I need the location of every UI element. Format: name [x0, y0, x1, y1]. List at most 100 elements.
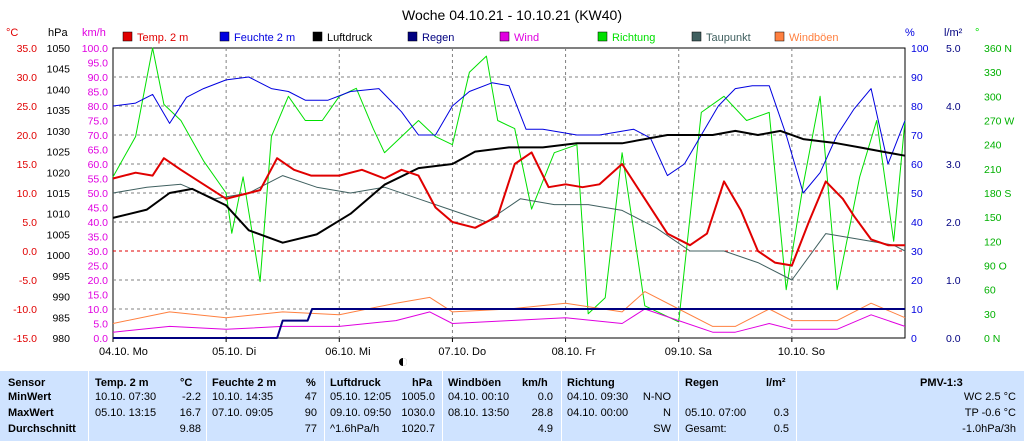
rain-tick-label: 4.0 — [946, 101, 961, 113]
series-line-windb-en — [112, 291, 906, 327]
hpa-tick-label: 1010 — [47, 209, 71, 221]
stats-header-press: Luftdruck — [330, 377, 381, 389]
kmh-tick-label: 35.0 — [88, 232, 109, 244]
legend-label: Temp. 2 m — [137, 32, 188, 44]
day-label: 10.10. So — [778, 346, 825, 358]
legend-label: Taupunkt — [706, 32, 751, 44]
kmh-tick-label: 85.0 — [88, 87, 109, 99]
stats-press-time: 05.10. 12:05 — [330, 391, 392, 403]
hpa-tick-label: 1040 — [47, 84, 71, 96]
kmh-tick-label: 5.0 — [93, 319, 108, 331]
hpa-tick-label: 1030 — [47, 126, 71, 138]
stats-header-rain: Regen — [685, 377, 719, 389]
rain-tick-label: 5.0 — [946, 43, 961, 55]
kmh-tick-label: 75.0 — [88, 116, 109, 128]
legend-label: Regen — [422, 32, 454, 44]
kmh-tick-label: 55.0 — [88, 174, 109, 186]
kmh-tick-label: 25.0 — [88, 261, 109, 273]
x-axis-labels: 04.10. Mo 05.10. Di 06.10. Mi 07.10. Do 08.1… — [99, 338, 825, 358]
stats-hum-value: 47 — [304, 391, 317, 403]
stats-header-press-unit: hPa — [412, 377, 433, 389]
hpa-tick-label: 980 — [52, 333, 70, 345]
stats-temp-value: -2.2 — [182, 391, 201, 403]
stats-rain-time: 05.10. 07:00 — [685, 407, 747, 419]
stats-header-rain-unit: l/m² — [766, 377, 786, 389]
kmh-tick-label: 30.0 — [88, 246, 109, 258]
temp-tick-label: 5.0 — [22, 217, 37, 229]
stats-press-time: ^1.6hPa/h — [330, 423, 380, 435]
stats-header-dir: Richtung — [567, 377, 615, 389]
unit-label: km/h — [82, 27, 106, 39]
weather-chart: Woche 04.10.21 - 10.10.21 (KW40) Temp. 2… — [6, 7, 1014, 366]
stats-hum-time: 07.10. 09:05 — [212, 407, 274, 419]
pct-tick-label: 0 — [911, 333, 917, 345]
direction-tick-label: 300 — [984, 91, 1002, 103]
stats-dir-time: 04.10. 00:00 — [567, 407, 629, 419]
stats-gust-value: 4.9 — [537, 423, 553, 435]
statistics-table: Sensor Temp. 2 m °C Feuchte 2 m % Luftdr… — [0, 371, 1024, 441]
hpa-tick-label: 995 — [52, 271, 70, 283]
axis-ticks: 35.0 30.0 25.0 20.0 15.0 10.0 5.0 0.0 -5.0 -10.0 -… — [13, 43, 1014, 345]
stats-row-label: Durchschnitt — [8, 423, 76, 435]
direction-tick-label: 180 S — [984, 188, 1011, 200]
pct-tick-label: 40 — [911, 217, 923, 229]
stats-gust-value: 28.8 — [531, 407, 553, 419]
stats-temp-time: 10.10. 07:30 — [95, 391, 157, 403]
stats-press-value: 1030.0 — [401, 407, 435, 419]
moon-icon — [399, 358, 407, 366]
stats-header-gust: Windböen — [448, 377, 502, 389]
hpa-tick-label: 1015 — [47, 188, 71, 200]
stats-header-gust-unit: km/h — [522, 377, 548, 389]
stats-header-sensor: Sensor — [8, 377, 46, 389]
direction-tick-label: 60 — [984, 285, 996, 297]
hpa-tick-label: 1005 — [47, 229, 71, 241]
kmh-tick-label: 95.0 — [88, 58, 109, 70]
legend-swatch — [219, 31, 230, 42]
unit-labels: °C hPa km/h% l/m² ° — [6, 27, 979, 39]
series-line-temp-2-m — [112, 151, 905, 267]
kmh-tick-label: 40.0 — [88, 217, 109, 229]
stats-dir-value: N-NO — [642, 391, 671, 403]
direction-tick-label: 240 — [984, 140, 1002, 152]
rain-tick-label: 1.0 — [946, 275, 961, 287]
rain-tick-label: 0.0 — [946, 333, 961, 345]
unit-label: % — [905, 27, 915, 39]
stats-header-pmv: PMV-1:3 — [920, 377, 963, 389]
kmh-tick-label: 10.0 — [88, 304, 109, 316]
pct-tick-label: 90 — [911, 72, 923, 84]
stats-row-label: MinWert — [8, 391, 52, 403]
temp-tick-label: 15.0 — [17, 159, 38, 171]
rain-tick-label: 2.0 — [946, 217, 961, 229]
hpa-tick-label: 1000 — [47, 250, 71, 262]
direction-tick-label: 330 — [984, 67, 1002, 79]
legend-label: Richtung — [612, 32, 655, 44]
temp-tick-label: -10.0 — [13, 304, 37, 316]
kmh-tick-label: 20.0 — [88, 275, 109, 287]
day-label: 07.10. Do — [438, 346, 486, 358]
direction-tick-label: 150 — [984, 212, 1002, 224]
day-label: 05.10. Di — [212, 346, 256, 358]
direction-tick-label: 360 N — [984, 43, 1012, 55]
pct-tick-label: 60 — [911, 159, 923, 171]
rain-tick-label: 3.0 — [946, 159, 961, 171]
pct-tick-label: 80 — [911, 101, 923, 113]
day-label: 09.10. Sa — [665, 346, 713, 358]
temp-tick-label: 35.0 — [17, 43, 38, 55]
unit-label: ° — [975, 27, 979, 39]
kmh-tick-label: 50.0 — [88, 188, 109, 200]
series-line-luftdruck — [112, 129, 906, 244]
temp-tick-label: -5.0 — [19, 275, 37, 287]
hpa-tick-label: 1035 — [47, 105, 71, 117]
hpa-tick-label: 1025 — [47, 147, 71, 159]
legend-label: Feuchte 2 m — [234, 32, 295, 44]
legend-swatch — [407, 31, 418, 42]
temp-tick-label: 10.0 — [17, 188, 38, 200]
stats-header-temp: Temp. 2 m — [95, 377, 149, 389]
stats-pmv-value: -1.0hPa/3h — [962, 423, 1016, 435]
stats-header-temp-unit: °C — [180, 377, 193, 389]
pct-tick-label: 70 — [911, 130, 923, 142]
stats-dir-value: N — [663, 407, 671, 419]
pct-tick-label: 50 — [911, 188, 923, 200]
hpa-tick-label: 1020 — [47, 167, 71, 179]
stats-rain-value: 0.5 — [773, 423, 789, 435]
